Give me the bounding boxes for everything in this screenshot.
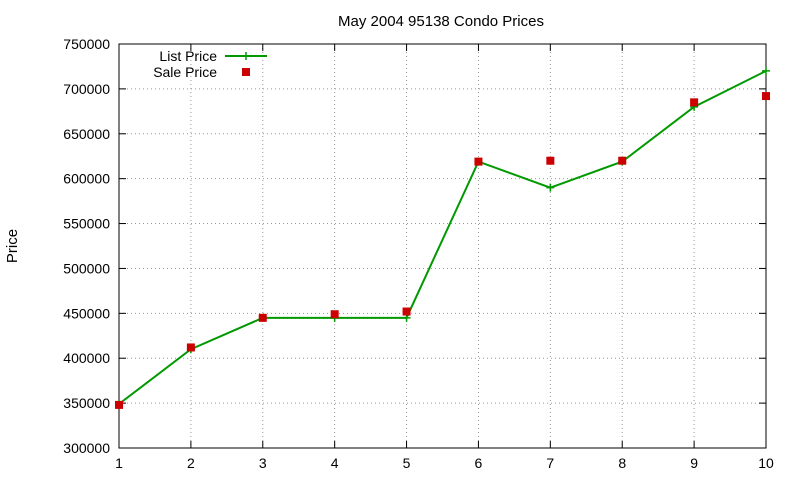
y-tick-label: 400000 bbox=[63, 350, 110, 366]
x-tick-label: 4 bbox=[331, 455, 339, 471]
series-list-price bbox=[115, 66, 770, 409]
data-point bbox=[258, 313, 267, 322]
x-tick-label: 6 bbox=[475, 455, 483, 471]
y-tick-label: 650000 bbox=[63, 126, 110, 142]
y-axis-label: Price bbox=[4, 229, 21, 263]
data-point bbox=[690, 98, 699, 107]
x-tick-label: 1 bbox=[115, 455, 123, 471]
x-tick-label: 7 bbox=[546, 455, 554, 471]
y-tick-label: 750000 bbox=[63, 36, 110, 52]
legend-label: Sale Price bbox=[153, 64, 217, 80]
data-point bbox=[546, 183, 555, 192]
y-tick-label: 450000 bbox=[63, 305, 110, 321]
data-point bbox=[618, 156, 627, 165]
data-point bbox=[402, 307, 411, 316]
legend-label: List Price bbox=[159, 48, 217, 64]
x-tick-label: 3 bbox=[259, 455, 267, 471]
plot-frame bbox=[118, 43, 767, 449]
axis-ticks: 300000 350000 400000 450000 500000 550000 6000… bbox=[63, 36, 774, 471]
series-line bbox=[118, 70, 767, 405]
grid bbox=[119, 44, 766, 448]
series-layer bbox=[115, 66, 770, 409]
data-point bbox=[474, 157, 483, 166]
series-sale-price bbox=[115, 92, 770, 409]
data-point bbox=[546, 156, 555, 165]
x-tick-label: 9 bbox=[690, 455, 698, 471]
y-tick-label: 700000 bbox=[63, 81, 110, 97]
legend-swatch-marker bbox=[242, 52, 250, 60]
data-point bbox=[762, 66, 770, 75]
y-tick-label: 600000 bbox=[63, 171, 110, 187]
data-point bbox=[330, 310, 339, 319]
x-tick-label: 8 bbox=[618, 455, 626, 471]
data-point bbox=[115, 400, 123, 409]
y-tick-label: 300000 bbox=[63, 440, 110, 456]
data-point bbox=[762, 92, 770, 101]
y-tick-label: 350000 bbox=[63, 395, 110, 411]
x-tick-label: 2 bbox=[187, 455, 195, 471]
legend-swatch-marker bbox=[242, 68, 250, 76]
chart-title: May 2004 95138 Condo Prices bbox=[338, 13, 544, 30]
x-tick-label: 10 bbox=[758, 455, 774, 471]
data-point bbox=[186, 343, 195, 352]
y-tick-label: 550000 bbox=[63, 216, 110, 232]
x-tick-label: 5 bbox=[403, 455, 411, 471]
y-tick-label: 500000 bbox=[63, 260, 110, 276]
